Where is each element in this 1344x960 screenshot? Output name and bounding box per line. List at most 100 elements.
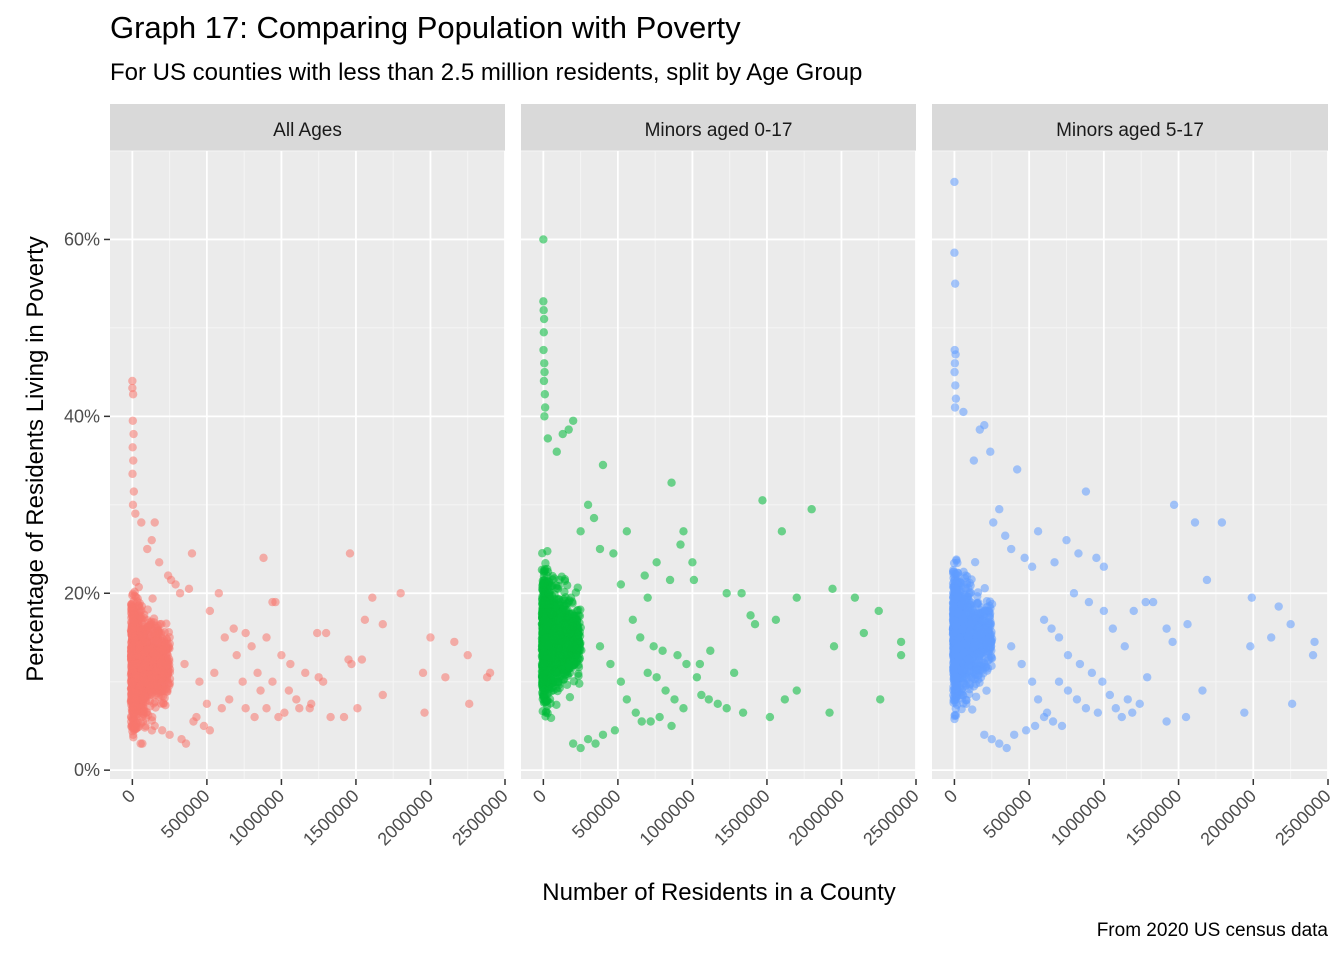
data-point [746,611,755,620]
data-point [950,367,959,377]
data-point [981,636,990,645]
data-point [153,621,163,631]
data-point [828,584,837,594]
x-tick-label: 0 [118,786,139,807]
data-point [649,642,658,651]
data-point [220,633,229,642]
data-point [128,376,137,386]
data-point [1027,562,1037,571]
data-point [1030,721,1040,731]
data-point [1099,606,1109,616]
data-point [1120,642,1129,651]
data-point [658,646,667,655]
x-tick-label: 2500000 [448,786,512,850]
data-point [1033,695,1043,704]
data-point [463,650,472,660]
data-points [537,235,906,753]
data-point [1033,527,1043,536]
data-point [538,673,547,683]
data-point [980,624,989,634]
x-tick-label: 2500000 [859,786,923,850]
data-point [568,739,578,748]
data-point [574,671,583,681]
data-point [339,712,349,722]
data-point [558,653,567,662]
data-point [951,645,961,655]
data-point [953,609,962,618]
data-point [465,699,474,709]
x-tick-label: 1000000 [225,786,289,850]
data-point [1135,699,1144,709]
data-point [128,390,138,399]
data-point [1128,708,1137,717]
data-point [595,544,605,554]
data-point [637,717,646,726]
data-point [129,617,139,627]
data-point [591,739,600,748]
data-point [539,306,548,315]
data-point [165,730,174,739]
data-point [1162,624,1171,633]
data-point [259,553,268,563]
data-point [792,686,801,695]
data-point [576,743,585,753]
y-tick-label: 40% [64,406,100,426]
data-point [979,607,988,616]
data-point [539,376,549,386]
data-point [1111,704,1121,713]
data-point [539,314,549,324]
data-point [1286,620,1295,629]
facet-panel-2: Minors aged 0-170 500000 1000000 1500000 200… [521,104,923,849]
data-point [610,726,620,735]
data-point [1057,721,1067,731]
data-point [1129,606,1138,616]
data-point [896,637,906,647]
data-point [151,651,160,661]
data-point [132,695,141,704]
data-point [1217,518,1227,527]
data-point [622,695,632,704]
data-point [640,571,649,580]
data-point [1246,642,1255,651]
data-point [697,690,706,700]
data-point [292,695,301,704]
data-point [199,721,209,731]
data-point [876,695,885,704]
data-point [574,611,583,620]
data-point [655,712,664,722]
chart-subtitle: For US counties with less than 2.5 milli… [110,59,863,86]
data-point [874,606,883,616]
x-tick-label: 1000000 [1047,786,1111,850]
data-point [175,589,185,598]
data-point [953,568,963,578]
data-point [543,546,552,556]
data-point [542,689,552,699]
data-point [555,630,564,640]
data-point [134,582,143,592]
data-point [214,589,224,598]
data-point [985,613,994,623]
data-point [137,518,146,527]
data-point [210,668,219,678]
data-point [295,704,304,713]
data-point [1081,704,1091,713]
data-point [312,628,322,638]
data-point [1098,677,1107,686]
facet-strip-label: Minors aged 5-17 [1056,120,1204,141]
data-point [134,601,144,610]
data-point [670,695,679,704]
data-point [807,505,816,514]
data-point [643,593,652,602]
data-point [232,650,241,660]
data-point [975,425,985,434]
data-point [780,695,790,704]
data-point [157,726,167,735]
data-point [1062,535,1071,545]
data-point [368,593,377,602]
data-point [682,659,691,669]
data-point [646,717,655,726]
data-point [540,359,549,368]
data-point [262,704,271,713]
data-point [564,660,573,670]
data-point [850,593,860,602]
